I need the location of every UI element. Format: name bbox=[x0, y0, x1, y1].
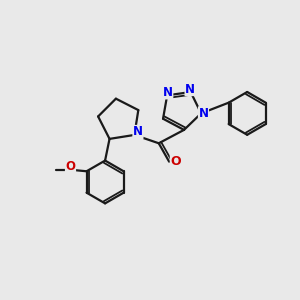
Text: O: O bbox=[170, 155, 181, 168]
Text: N: N bbox=[163, 86, 173, 99]
Text: N: N bbox=[133, 125, 143, 139]
Text: N: N bbox=[199, 107, 208, 120]
Text: O: O bbox=[65, 160, 76, 173]
Text: N: N bbox=[185, 82, 195, 96]
